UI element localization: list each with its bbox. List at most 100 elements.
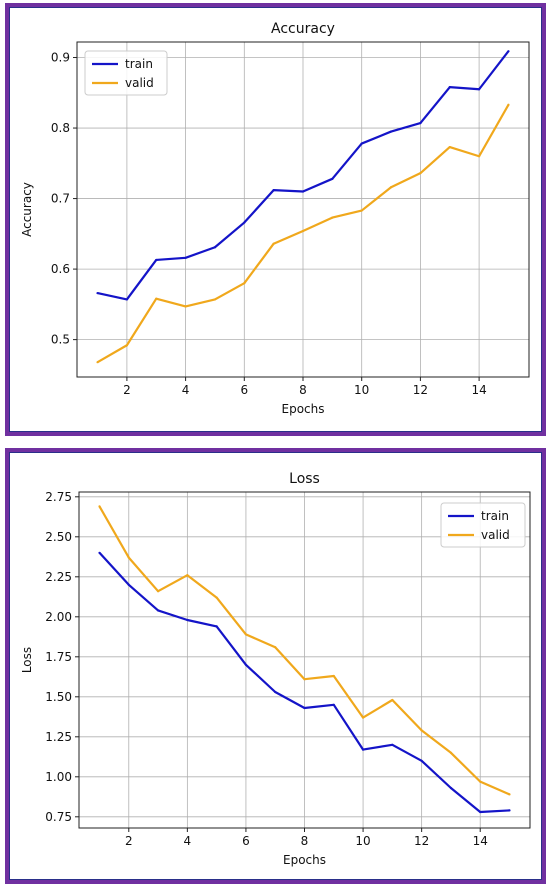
data-point-valid [272,242,275,245]
y-axis-label: Loss [20,647,34,673]
data-point-valid [507,103,510,106]
data-point-valid [96,361,99,364]
data-point-train [419,122,422,125]
data-point-train [420,759,423,762]
y-tick-label: 0.7 [51,192,70,206]
data-point-valid [127,556,130,559]
x-tick-label: 4 [184,834,192,848]
data-point-valid [508,793,511,796]
x-axis-label: Epochs [283,853,326,867]
data-point-valid [478,155,481,158]
accuracy-chart-inner-border [9,7,542,432]
y-tick-label: 1.75 [45,650,72,664]
data-point-valid [448,145,451,149]
data-point-valid [479,780,482,783]
data-point-train [448,86,451,89]
y-tick-label: 0.75 [45,810,72,824]
y-tick-label: 0.6 [51,262,70,276]
accuracy-chart-panel: 2 4 6 8 10 12 14 0.5 0.6 0.7 0.8 0.9 Accuracy Epochs A… [5,3,546,436]
data-point-valid [244,633,248,636]
data-point-train [215,625,218,628]
x-tick-label: 12 [414,834,429,848]
data-point-train [479,810,482,814]
data-point-train [478,88,481,91]
x-tick-label: 10 [355,834,370,848]
data-point-valid [389,186,393,189]
accuracy-chart: 2 4 6 8 10 12 14 0.5 0.6 0.7 0.8 0.9 Accuracy Epochs A… [20,21,530,416]
legend-label-train: train [481,509,509,523]
y-tick-label: 1.25 [45,730,72,744]
legend-label-valid: valid [125,76,154,90]
chart-title: Accuracy [271,21,335,37]
data-point-train [301,190,305,193]
y-tick-label: 2.75 [45,490,72,504]
data-point-train [213,246,217,249]
x-axis-label: Epochs [282,402,325,416]
data-point-valid [125,344,128,347]
data-point-train [331,177,334,180]
data-point-train [508,809,511,812]
data-point-valid [391,698,394,702]
data-point-valid [274,646,277,649]
loss-chart: 2 4 6 8 10 12 14 0.75 1.00 1.25 1.50 1.75 2.00 2.25 2.… [20,471,531,867]
y-tick-label: 2.50 [45,530,72,544]
legend-label-valid: valid [481,528,510,542]
data-point-valid [215,596,218,599]
y-tick-label: 0.5 [51,333,70,347]
data-point-train [125,298,128,301]
data-point-train [96,291,99,295]
data-point-train [332,703,335,706]
data-point-valid [332,674,335,678]
loss-chart-panel: 2 4 6 8 10 12 14 0.75 1.00 1.25 1.50 1.75 2.00 2.25 2.… [5,448,546,884]
data-point-train [389,130,393,133]
x-tick-label: 12 [413,383,428,397]
y-tick-label: 2.00 [45,610,72,624]
data-point-valid [156,590,160,593]
data-point-valid [155,297,158,300]
data-point-valid [303,678,306,681]
data-point-train [98,551,101,554]
y-tick-label: 0.9 [51,51,70,65]
data-point-train [360,142,363,145]
x-tick-label: 2 [125,834,133,848]
data-point-train [303,706,306,710]
data-point-train [184,256,187,259]
loss-chart-inner-border [9,452,542,880]
data-point-train [274,690,277,694]
data-point-train [361,748,365,751]
data-point-valid [449,751,453,754]
legend-label-train: train [125,57,153,71]
x-tick-label: 6 [242,834,250,848]
data-point-valid [186,574,189,577]
y-tick-label: 0.8 [51,121,70,135]
data-point-train [127,583,130,586]
x-tick-label: 8 [301,834,309,848]
data-point-train [156,609,160,612]
data-point-valid [184,305,187,308]
chart-title: Loss [289,471,320,487]
x-tick-label: 4 [182,383,190,397]
data-point-valid [419,172,422,175]
data-point-valid [361,716,365,719]
x-tick-label: 2 [123,383,131,397]
y-tick-label: 1.00 [45,770,72,784]
data-point-valid [301,229,305,233]
data-point-train [507,50,510,53]
data-point-train [186,618,189,622]
x-tick-label: 14 [473,834,488,848]
y-tick-label: 2.25 [45,570,72,584]
data-point-train [155,258,158,262]
data-point-valid [420,729,423,732]
x-tick-label: 8 [299,383,307,397]
data-point-valid [243,282,246,285]
data-point-train [244,663,248,666]
data-point-train [243,221,246,224]
data-point-valid [213,298,217,301]
x-tick-label: 10 [354,383,369,397]
data-point-train [272,189,275,192]
y-axis-label: Accuracy [20,182,34,237]
data-point-train [391,743,394,746]
y-tick-label: 1.50 [45,690,72,704]
data-point-valid [331,216,334,219]
data-point-valid [98,505,101,508]
